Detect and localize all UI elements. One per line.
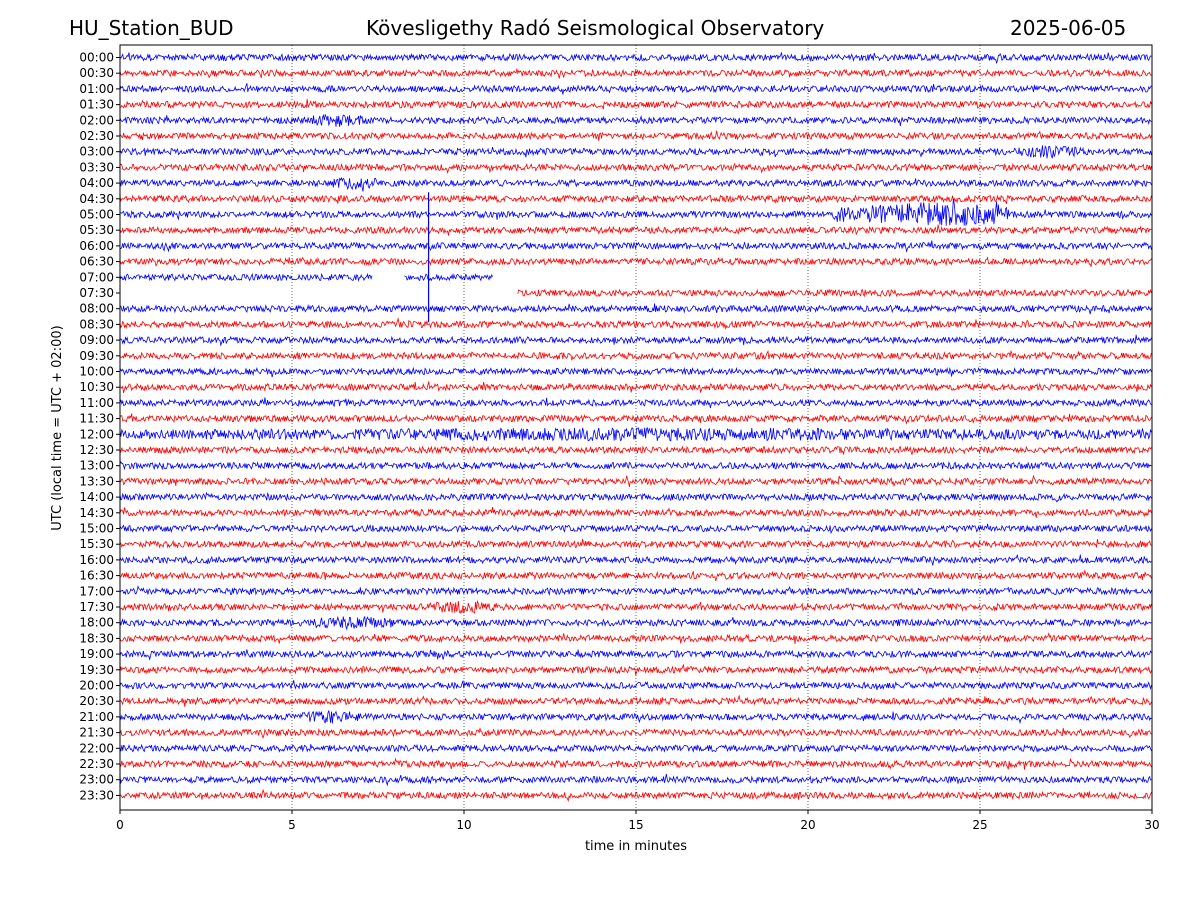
x-tick-label: 25 [972, 818, 987, 832]
x-axis-ticks: 0 5 10 15 20 25 30 [116, 810, 1160, 832]
y-tick-label: 07:00 [79, 270, 114, 284]
observatory-title: Kövesligethy Radó Seismological Observat… [366, 16, 825, 40]
x-tick-label: 10 [456, 818, 471, 832]
y-tick-label: 05:30 [79, 223, 114, 237]
station-title: HU_Station_BUD [69, 16, 234, 40]
y-tick-label: 00:00 [79, 51, 114, 65]
trace-row [119, 694, 1152, 707]
y-tick-label: 19:00 [79, 647, 114, 661]
trace-row [517, 288, 1152, 298]
y-tick-label: 18:30 [79, 631, 114, 645]
y-tick-label: 22:30 [79, 757, 114, 771]
y-tick-label: 15:00 [79, 522, 114, 536]
y-tick-label: 22:00 [79, 741, 114, 755]
y-tick-label: 13:30 [79, 474, 114, 488]
y-tick-label: 08:30 [79, 317, 114, 331]
date-title: 2025-06-05 [1010, 16, 1127, 40]
y-tick-label: 23:30 [79, 788, 114, 802]
y-tick-label: 00:30 [79, 66, 114, 80]
y-tick-label: 11:00 [79, 396, 114, 410]
x-tick-label: 0 [116, 818, 124, 832]
trace-row [119, 98, 1152, 110]
trace-row [119, 569, 1152, 582]
trace-row [119, 491, 1152, 503]
y-tick-label: 02:30 [79, 129, 114, 143]
trace-row [119, 413, 1152, 425]
trace-row [119, 272, 493, 282]
trace-row [119, 256, 1152, 267]
trace-row [119, 145, 1152, 159]
trace-row [119, 743, 1152, 754]
y-tick-label: 13:00 [79, 459, 114, 473]
grid-lines [291, 45, 981, 810]
y-tick-label: 04:30 [79, 192, 114, 206]
y-tick-label: 16:00 [79, 553, 114, 567]
trace-row [119, 240, 1152, 253]
y-tick-label: 14:00 [79, 490, 114, 504]
y-tick-label: 16:30 [79, 569, 114, 583]
trace-row [119, 303, 1152, 315]
trace-row [119, 474, 1152, 487]
y-tick-label: 01:00 [79, 82, 114, 96]
trace-row [119, 113, 1152, 127]
y-tick-label: 06:00 [79, 239, 114, 253]
y-tick-label: 11:30 [79, 412, 114, 426]
x-tick-label: 20 [800, 818, 815, 832]
y-tick-label: 10:30 [79, 380, 114, 394]
trace-row [119, 194, 1152, 205]
y-tick-label: 05:00 [79, 208, 114, 222]
y-tick-label: 14:30 [79, 506, 114, 520]
trace-row [119, 554, 1152, 566]
trace-row [119, 599, 1152, 614]
trace-row [119, 757, 1152, 770]
x-tick-label: 5 [288, 818, 296, 832]
trace-row [119, 726, 1152, 740]
trace-row [119, 198, 1152, 227]
y-tick-label: 07:30 [79, 286, 114, 300]
y-tick-label: 03:00 [79, 145, 114, 159]
y-tick-label: 20:00 [79, 679, 114, 693]
y-tick-label: 06:30 [79, 255, 114, 269]
y-tick-label: 09:00 [79, 333, 114, 347]
y-tick-label: 12:00 [79, 427, 114, 441]
y-tick-label: 15:30 [79, 537, 114, 551]
y-tick-label: 02:00 [79, 113, 114, 127]
y-tick-label: 21:00 [79, 710, 114, 724]
trace-row [119, 461, 1152, 471]
trace-row [119, 506, 1152, 518]
y-tick-label: 10:00 [79, 365, 114, 379]
y-tick-label: 04:00 [79, 176, 114, 190]
y-tick-label: 17:00 [79, 584, 114, 598]
trace-row [119, 349, 1152, 361]
y-tick-label: 12:30 [79, 443, 114, 457]
x-axis-label: time in minutes [585, 839, 687, 854]
y-tick-label: 01:30 [79, 98, 114, 112]
y-tick-label: 17:30 [79, 600, 114, 614]
trace-row [119, 68, 1152, 79]
trace-row [119, 649, 1152, 661]
trace-row [119, 585, 1152, 597]
trace-row [119, 52, 1152, 65]
y-tick-label: 18:00 [79, 616, 114, 630]
y-tick-label: 08:00 [79, 302, 114, 316]
y-tick-label: 20:30 [79, 694, 114, 708]
trace-row [119, 538, 1152, 550]
y-axis-label: UTC (local time = UTC + 02:00) [50, 325, 65, 530]
y-tick-label: 03:30 [79, 160, 114, 174]
y-tick-label: 19:30 [79, 663, 114, 677]
trace-row [119, 710, 1152, 725]
trace-row [119, 224, 1152, 236]
y-tick-label: 23:00 [79, 773, 114, 787]
y-tick-label: 09:30 [79, 349, 114, 363]
x-tick-label: 15 [628, 818, 643, 832]
y-tick-label: 21:30 [79, 726, 114, 740]
trace-row [119, 83, 1152, 95]
x-tick-label: 30 [1144, 818, 1159, 832]
